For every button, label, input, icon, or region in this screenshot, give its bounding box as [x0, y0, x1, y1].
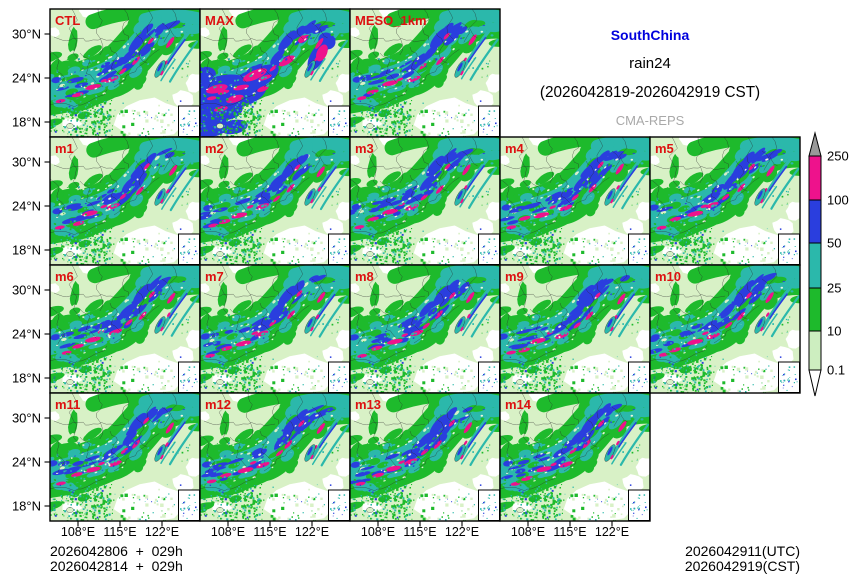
svg-text:18°N: 18°N [12, 243, 41, 258]
svg-text:CMA-REPS: CMA-REPS [616, 113, 685, 128]
svg-text:24°N: 24°N [12, 455, 41, 470]
svg-text:m4: m4 [505, 141, 525, 156]
svg-text:115°E: 115°E [553, 525, 586, 539]
svg-text:108°E: 108°E [211, 525, 245, 539]
svg-text:m14: m14 [505, 397, 532, 412]
svg-text:30°N: 30°N [12, 27, 41, 42]
svg-text:m5: m5 [655, 141, 674, 156]
svg-text:MESO_1km: MESO_1km [355, 13, 427, 28]
svg-text:m2: m2 [205, 141, 224, 156]
svg-text:30°N: 30°N [12, 411, 41, 426]
svg-text:MAX: MAX [205, 13, 234, 28]
svg-text:122°E: 122°E [145, 525, 179, 539]
svg-text:m10: m10 [655, 269, 681, 284]
svg-text:m7: m7 [205, 269, 224, 284]
svg-text:10: 10 [827, 324, 841, 339]
svg-text:250: 250 [827, 149, 849, 164]
svg-text:122°E: 122°E [595, 525, 629, 539]
svg-text:0.1: 0.1 [827, 363, 845, 378]
svg-text:2026042919(CST): 2026042919(CST) [685, 558, 800, 574]
svg-text:2026042911(UTC): 2026042911(UTC) [685, 543, 800, 559]
svg-text:m1: m1 [55, 141, 74, 156]
svg-text:24°N: 24°N [12, 327, 41, 342]
svg-text:24°N: 24°N [12, 199, 41, 214]
svg-text:m9: m9 [505, 269, 524, 284]
svg-text:(2026042819-2026042919 CST): (2026042819-2026042919 CST) [540, 84, 760, 101]
svg-text:m6: m6 [55, 269, 74, 284]
svg-text:m8: m8 [355, 269, 374, 284]
svg-text:30°N: 30°N [12, 155, 41, 170]
svg-text:SouthChina: SouthChina [611, 27, 690, 43]
svg-text:122°E: 122°E [445, 525, 479, 539]
svg-text:18°N: 18°N [12, 371, 41, 386]
svg-text:m11: m11 [55, 397, 80, 412]
svg-text:24°N: 24°N [12, 71, 41, 86]
svg-text:115°E: 115°E [253, 525, 286, 539]
svg-text:108°E: 108°E [511, 525, 545, 539]
svg-text:2026042806 + 029h: 2026042806 + 029h [50, 543, 183, 559]
svg-text:115°E: 115°E [403, 525, 436, 539]
svg-text:2026042814 + 029h: 2026042814 + 029h [50, 558, 183, 574]
svg-text:18°N: 18°N [12, 115, 41, 130]
svg-text:30°N: 30°N [12, 283, 41, 298]
svg-text:CTL: CTL [55, 13, 80, 28]
svg-text:m12: m12 [205, 397, 231, 412]
svg-text:50: 50 [827, 236, 841, 251]
svg-text:115°E: 115°E [103, 525, 136, 539]
svg-text:100: 100 [827, 193, 849, 208]
svg-text:25: 25 [827, 281, 841, 296]
svg-text:122°E: 122°E [295, 525, 329, 539]
svg-text:108°E: 108°E [361, 525, 395, 539]
svg-text:m3: m3 [355, 141, 374, 156]
svg-text:18°N: 18°N [12, 499, 41, 514]
svg-text:108°E: 108°E [61, 525, 95, 539]
svg-text:rain24: rain24 [629, 55, 671, 72]
svg-text:m13: m13 [355, 397, 381, 412]
